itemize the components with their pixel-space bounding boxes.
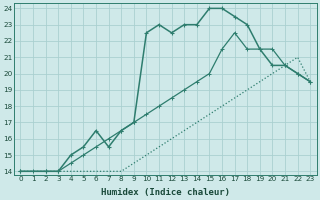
X-axis label: Humidex (Indice chaleur): Humidex (Indice chaleur)	[101, 188, 230, 197]
